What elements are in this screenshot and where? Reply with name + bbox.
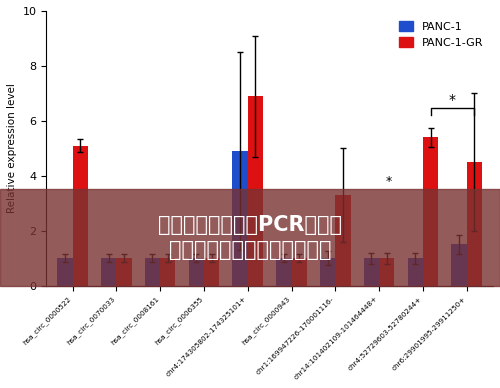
Bar — [72, 146, 88, 286]
Bar — [116, 258, 132, 286]
Bar — [188, 258, 204, 286]
Bar — [204, 258, 220, 286]
Text: *: * — [386, 175, 392, 188]
Bar — [232, 151, 248, 286]
Bar — [276, 258, 291, 286]
Bar — [101, 258, 116, 286]
Bar — [292, 258, 307, 286]
Bar — [364, 258, 379, 286]
Bar — [452, 244, 467, 286]
Bar — [320, 258, 336, 286]
Bar — [423, 137, 438, 286]
Bar — [379, 258, 394, 286]
Bar — [145, 258, 160, 286]
Text: 动物组织实时定量PCR技术在: 动物组织实时定量PCR技术在 — [158, 215, 342, 235]
Bar — [57, 258, 72, 286]
Bar — [248, 96, 263, 286]
Legend: PANC-1, PANC-1-GR: PANC-1, PANC-1-GR — [395, 17, 488, 52]
Bar — [160, 258, 176, 286]
Text: *: * — [449, 93, 456, 107]
Bar — [467, 162, 482, 286]
Y-axis label: Relative expression level: Relative expression level — [7, 83, 17, 213]
Bar — [408, 258, 423, 286]
Text: 现代生物研究中的应用与挑战: 现代生物研究中的应用与挑战 — [169, 240, 331, 260]
Bar — [336, 195, 350, 286]
